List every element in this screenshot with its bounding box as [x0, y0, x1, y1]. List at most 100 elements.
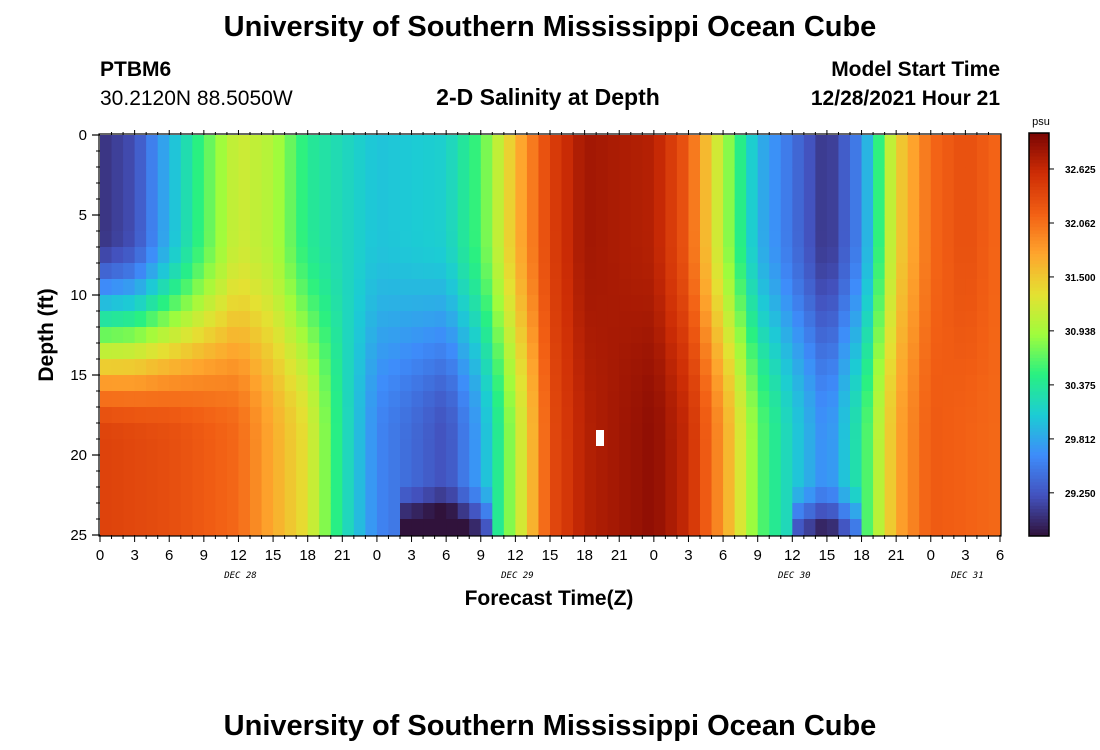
heatmap-cell [146, 199, 159, 216]
heatmap-cell [665, 151, 678, 168]
heatmap-cell [307, 167, 320, 184]
heatmap-cell [342, 215, 355, 232]
heatmap-cell [226, 151, 240, 168]
heatmap-cell [607, 343, 620, 360]
heatmap-cell [850, 263, 863, 280]
heatmap-cell [330, 487, 343, 504]
heatmap-cell [330, 343, 343, 360]
heatmap-cell [884, 215, 897, 232]
colorbar-segment [1029, 297, 1049, 302]
heatmap-cell [976, 183, 990, 200]
heatmap-cell [734, 343, 747, 360]
heatmap-cell [157, 199, 170, 216]
heatmap-cell [411, 183, 424, 200]
heatmap-cell [238, 519, 251, 536]
heatmap-cell [653, 263, 666, 280]
heatmap-cell [873, 519, 886, 536]
heatmap-cell [688, 519, 701, 536]
heatmap-cell [665, 407, 678, 424]
heatmap-cell [815, 327, 828, 344]
heatmap-cell [826, 359, 840, 376]
heatmap-cell [734, 487, 747, 504]
heatmap-cell [123, 519, 136, 536]
heatmap-cell [826, 487, 840, 504]
heatmap-cell [411, 311, 424, 328]
heatmap-cell [226, 135, 240, 152]
heatmap-cell [665, 455, 678, 472]
heatmap-cell [157, 375, 170, 392]
heatmap-cell [180, 183, 193, 200]
heatmap-cell [873, 263, 886, 280]
heatmap-cell [157, 519, 170, 536]
heatmap-cell [238, 151, 251, 168]
heatmap-cell [134, 439, 147, 456]
heatmap-cell [676, 295, 690, 312]
heatmap-cell [550, 279, 563, 296]
heatmap-cell [953, 279, 966, 296]
heatmap-cell [873, 439, 886, 456]
heatmap-cell [503, 295, 516, 312]
heatmap-cell [792, 391, 805, 408]
heatmap-cell [192, 279, 205, 296]
heatmap-cell [134, 343, 147, 360]
heatmap-cell [942, 199, 955, 216]
heatmap-cell [723, 487, 736, 504]
heatmap-cell [273, 343, 286, 360]
heatmap-cell [503, 423, 516, 440]
heatmap-cell [284, 311, 297, 328]
heatmap-cell [319, 423, 332, 440]
x-tick-label: 3 [407, 547, 415, 564]
heatmap-cell [273, 215, 286, 232]
colorbar-segment [1029, 159, 1049, 164]
heatmap-cell [157, 327, 170, 344]
heatmap-cell [584, 135, 597, 152]
heatmap-cell [930, 279, 943, 296]
heatmap-cell [988, 183, 1001, 200]
heatmap-cell [423, 199, 436, 216]
heatmap-cell [192, 295, 205, 312]
heatmap-cell [169, 215, 182, 232]
heatmap-cell [780, 135, 793, 152]
colorbar-segment [1029, 499, 1049, 503]
heatmap-cell [803, 151, 816, 168]
heatmap-cell [573, 167, 586, 184]
heatmap-cell [284, 519, 297, 536]
heatmap-cell [653, 183, 666, 200]
heatmap-cell [400, 263, 413, 280]
heatmap-cell [596, 151, 609, 168]
heatmap-cell [769, 151, 782, 168]
heatmap-cell [492, 295, 505, 312]
heatmap-cell [815, 487, 828, 504]
heatmap-cell [734, 407, 747, 424]
y-tick-label: 25 [70, 527, 87, 544]
heatmap-cell [596, 247, 609, 264]
heatmap-cell [769, 391, 782, 408]
colorbar-segment [1029, 314, 1049, 319]
heatmap-cell [400, 247, 413, 264]
heatmap-cell [723, 503, 736, 520]
heatmap-cell [976, 343, 990, 360]
heatmap-cell [988, 279, 1001, 296]
heatmap-cell [192, 151, 205, 168]
colorbar-tick-label: 30.938 [1065, 327, 1096, 338]
heatmap-cell [226, 231, 240, 248]
colorbar-segment [1029, 317, 1049, 322]
heatmap-cell [388, 135, 401, 152]
heatmap-cell [792, 167, 805, 184]
heatmap-cell [192, 375, 205, 392]
heatmap-cell [619, 391, 632, 408]
heatmap-cell [134, 519, 147, 536]
heatmap-cell [965, 455, 978, 472]
heatmap-cell [492, 167, 505, 184]
heatmap-cell [526, 455, 540, 472]
heatmap-cell [711, 519, 724, 536]
heatmap-cell [180, 199, 193, 216]
heatmap-cell [180, 455, 193, 472]
heatmap-cell [526, 135, 540, 152]
heatmap-cell [342, 375, 355, 392]
heatmap-cell [792, 247, 805, 264]
heatmap-cell [815, 183, 828, 200]
heatmap-cell [261, 391, 274, 408]
heatmap-cell [734, 183, 747, 200]
heatmap-cell [757, 263, 770, 280]
